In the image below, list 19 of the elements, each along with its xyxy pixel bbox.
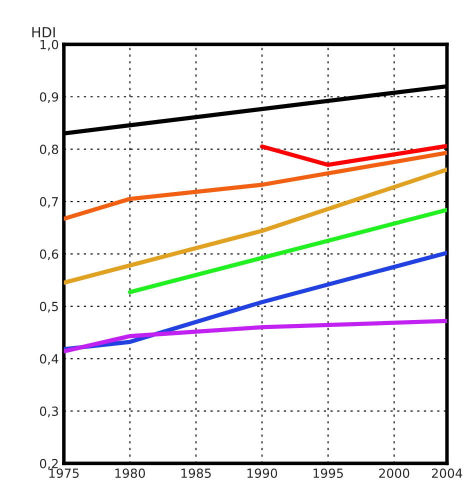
line-series bbox=[64, 318, 447, 354]
x-tick-label: 2004 bbox=[432, 468, 462, 478]
line-series bbox=[64, 150, 447, 221]
x-tick-label: 2000 bbox=[379, 468, 410, 478]
y-tick-label: 0,8 bbox=[40, 144, 58, 156]
y-tick-label: 0,3 bbox=[40, 406, 58, 418]
x-tick-label: 1995 bbox=[314, 468, 343, 478]
x-tick-label: 1990 bbox=[247, 468, 278, 478]
y-tick-label: 0,6 bbox=[40, 249, 58, 260]
x-tick-label: 1980 bbox=[115, 468, 145, 478]
x-tick-label: 1975 bbox=[49, 468, 79, 478]
y-tick-label: 0,5 bbox=[40, 302, 58, 312]
y-axis-title: HDI bbox=[32, 27, 55, 38]
y-tick-label: 0,9 bbox=[40, 92, 58, 103]
y-tick-label: 0,2 bbox=[40, 458, 58, 470]
y-tick-label: 0,4 bbox=[40, 354, 58, 365]
y-tick-label: 1,0 bbox=[40, 40, 58, 51]
y-tick-label: 0,7 bbox=[40, 196, 58, 208]
x-tick-label: 1985 bbox=[181, 468, 211, 478]
